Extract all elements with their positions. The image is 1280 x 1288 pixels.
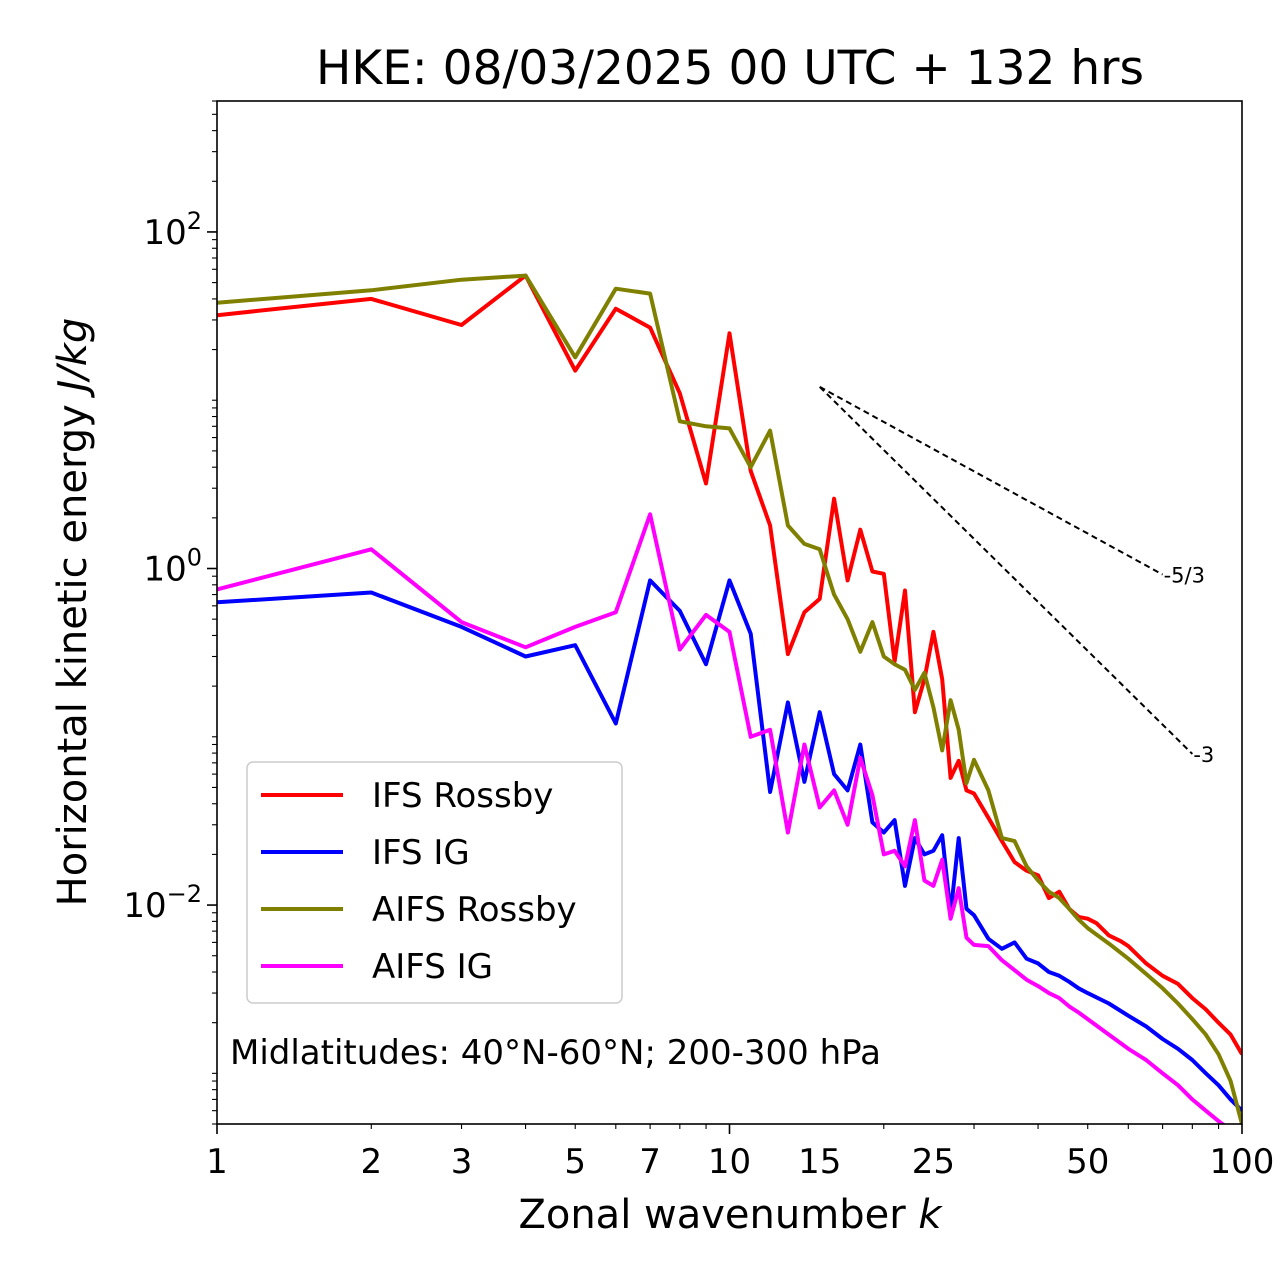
series-line [217,512,1226,1124]
x-tick-label: 25 [912,1142,955,1182]
x-tick-label: 100 [1210,1142,1275,1182]
legend-label: AIFS Rossby [372,890,577,930]
chart-title: HKE: 08/03/2025 00 UTC + 132 hrs [316,41,1144,96]
x-tick-label: 15 [798,1142,841,1182]
y-tick-label: 102 [143,207,202,253]
y-tick-exponent: 2 [187,207,202,235]
region-annotation: Midlatitudes: 40°N-60°N; 200-300 hPa [230,1033,881,1073]
x-axis-label-text: Zonal wavenumber [518,1192,918,1238]
y-tick-base: 10 [143,213,186,253]
x-tick-label: 2 [360,1142,382,1182]
y-tick-exponent: −2 [167,880,202,908]
series-line [217,273,1242,1124]
legend-label: IFS IG [372,833,470,873]
x-tick-label: 50 [1066,1142,1109,1182]
reference-slope-labels: -5/3 -3 [1164,564,1215,767]
series-line [217,578,1242,1113]
x-axis-label: Zonal wavenumber k [518,1192,943,1238]
x-tick-label: 1 [206,1142,228,1182]
y-tick-exponent: 0 [187,544,202,572]
x-tick-label: 7 [639,1142,661,1182]
reference-line-label: -3 [1193,743,1214,767]
x-axis-label-symbol: k [918,1192,943,1238]
legend-box [246,761,623,1004]
y-axis-label-units: J/kg [50,318,96,399]
series-layer [217,273,1242,1124]
y-tick-base: 10 [123,886,166,926]
x-tick-label: 3 [451,1142,473,1182]
reference-line [819,386,1164,576]
reference-line [819,386,1194,755]
legend: IFS Rossby IFS IG AIFS Rossby AIFS IG [246,761,623,1004]
legend-label: IFS Rossby [372,776,553,816]
reference-line-label: -5/3 [1164,564,1205,588]
y-tick-base: 10 [143,550,186,590]
legend-label: AIFS IG [372,947,493,987]
y-axis-label: Horizontal kinetic energy J/kg [50,318,96,907]
y-axis-label-text: Horizontal kinetic energy [50,392,96,907]
y-tick-label: 100 [143,544,202,590]
y-tick-label: 10−2 [123,880,202,926]
reference-slope-lines [819,386,1194,755]
x-axis: 1 2 3 5 7 10 15 25 50 100 [206,1124,1274,1182]
x-tick-label: 5 [564,1142,586,1182]
x-tick-label: 10 [708,1142,751,1182]
